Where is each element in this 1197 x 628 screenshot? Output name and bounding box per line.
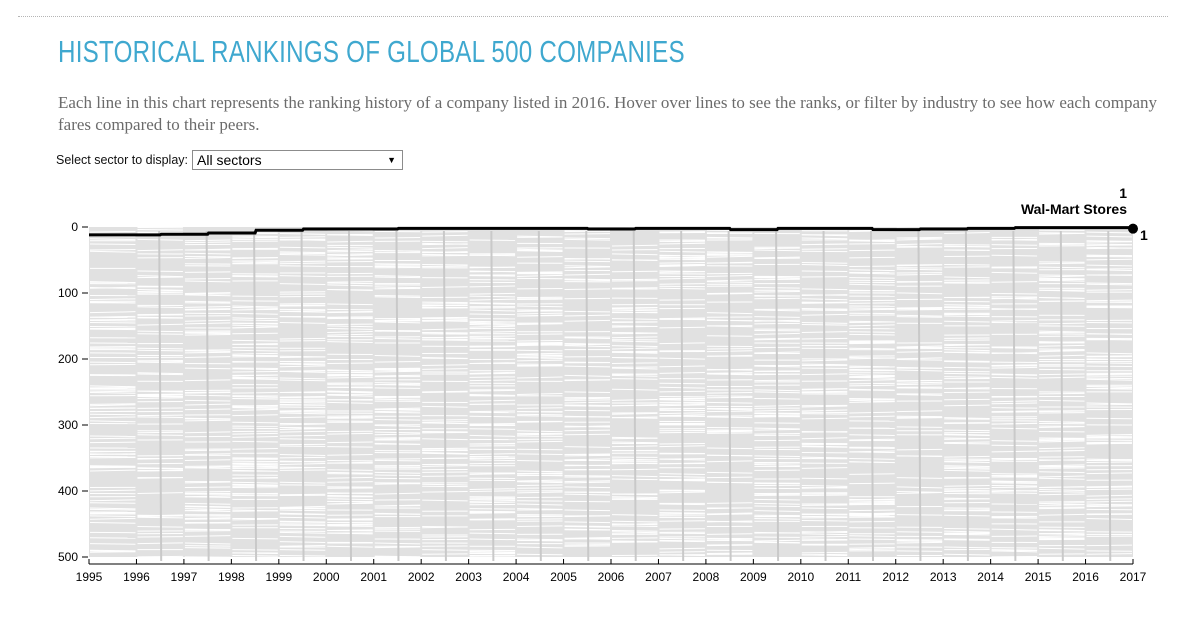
company-line[interactable]	[89, 508, 136, 511]
highlight-endpoint[interactable]	[1128, 223, 1138, 234]
year-divider	[585, 230, 590, 562]
x-tick-label: 2017	[1120, 570, 1147, 584]
y-tick-label: 400	[58, 484, 78, 498]
company-line[interactable]	[89, 404, 136, 407]
year-divider	[917, 230, 922, 562]
year-divider	[395, 230, 400, 562]
company-line[interactable]	[89, 437, 136, 440]
year-divider	[822, 230, 827, 562]
x-tick-label: 2010	[787, 570, 814, 584]
year-divider	[348, 230, 352, 562]
year-divider	[1107, 230, 1112, 562]
company-line[interactable]	[89, 522, 136, 524]
year-divider	[870, 230, 874, 562]
x-tick-label: 2004	[503, 570, 530, 584]
company-line[interactable]	[89, 551, 136, 553]
company-line[interactable]	[89, 298, 136, 300]
highlight-company-name: Wal-Mart Stores	[1021, 201, 1127, 217]
company-line[interactable]	[89, 499, 136, 502]
y-tick-label: 100	[58, 286, 78, 300]
company-line[interactable]	[89, 390, 136, 393]
company-line[interactable]	[89, 453, 136, 456]
company-line[interactable]	[89, 311, 136, 314]
x-tick-label: 2009	[740, 570, 767, 584]
company-line[interactable]	[89, 287, 136, 289]
company-line[interactable]	[89, 403, 136, 405]
y-tick-label: 0	[71, 220, 78, 234]
year-divider	[300, 230, 305, 562]
year-divider	[632, 230, 637, 562]
company-line[interactable]	[89, 250, 136, 253]
company-line[interactable]	[89, 512, 136, 514]
x-tick-label: 2006	[598, 570, 625, 584]
x-tick-label: 2011	[835, 570, 861, 584]
sector-filter-label: Select sector to display:	[56, 153, 189, 167]
page-description: Each line in this chart represents the r…	[58, 93, 1158, 134]
plot-area	[89, 226, 1133, 562]
axes: 0 100 200 300 400 500 1995 1996 1997 1998 1999 2000…	[58, 220, 1147, 584]
company-line[interactable]	[89, 507, 136, 510]
company-line[interactable]	[89, 469, 136, 472]
company-line[interactable]	[89, 441, 136, 444]
highlight-line[interactable]	[89, 226, 1133, 237]
x-tick-label: 2007	[645, 570, 672, 584]
year-divider	[1059, 230, 1064, 562]
year-divider	[1012, 230, 1017, 562]
x-tick-label: 1998	[218, 570, 245, 584]
x-tick-label: 1997	[171, 570, 198, 584]
y-tick-label: 500	[58, 550, 78, 564]
y-tick-label: 200	[58, 352, 78, 366]
year-divider	[537, 230, 542, 562]
year-divider	[680, 230, 685, 562]
sector-select-value: All sectors	[197, 152, 262, 168]
x-tick-label: 2013	[930, 570, 957, 584]
company-line[interactable]	[89, 318, 136, 321]
company-line[interactable]	[89, 392, 136, 394]
x-tick-label: 1996	[123, 570, 150, 584]
company-line[interactable]	[89, 549, 136, 552]
year-divider	[442, 230, 447, 562]
highlight-rank-label: 1	[1119, 185, 1127, 201]
x-tick-label: 2016	[1072, 570, 1099, 584]
x-tick-label: 2002	[408, 570, 435, 584]
company-line[interactable]	[89, 420, 136, 423]
company-line[interactable]	[89, 515, 136, 517]
sector-select[interactable]: All sectors ▼	[192, 150, 404, 170]
x-tick-label: 2014	[977, 570, 1004, 584]
top-divider	[18, 16, 1168, 17]
company-line[interactable]	[89, 315, 136, 318]
x-tick-label: 2015	[1025, 570, 1052, 584]
company-line[interactable]	[89, 416, 136, 419]
company-line[interactable]	[89, 517, 136, 520]
page-title: HISTORICAL RANKINGS OF GLOBAL 500 COMPAN…	[58, 34, 685, 69]
year-divider	[775, 230, 780, 562]
company-line[interactable]	[89, 543, 136, 545]
year-divider	[253, 230, 258, 562]
x-tick-label: 2008	[693, 570, 720, 584]
x-tick-label: 1999	[265, 570, 292, 584]
y-tick-label: 300	[58, 418, 78, 432]
company-line[interactable]	[89, 301, 136, 304]
dropdown-arrow-icon: ▼	[387, 155, 397, 165]
company-line[interactable]	[89, 385, 136, 388]
company-line[interactable]	[89, 489, 136, 492]
sector-filter: Select sector to display: All sectors ▼	[56, 150, 404, 170]
x-tick-label: 2001	[360, 570, 387, 584]
x-tick-label: 1995	[76, 570, 103, 584]
year-divider	[158, 230, 163, 562]
x-tick-label: 2000	[313, 570, 340, 584]
company-line[interactable]	[89, 230, 136, 233]
x-tick-label: 2005	[550, 570, 577, 584]
highlight-end-label: 1	[1140, 227, 1148, 243]
year-divider	[964, 230, 969, 562]
company-line[interactable]	[89, 238, 136, 241]
year-divider	[205, 230, 210, 562]
x-tick-label: 2003	[455, 570, 482, 584]
company-line[interactable]	[137, 228, 183, 231]
year-divider	[727, 230, 732, 562]
year-divider	[490, 230, 495, 562]
x-tick-label: 2012	[882, 570, 909, 584]
